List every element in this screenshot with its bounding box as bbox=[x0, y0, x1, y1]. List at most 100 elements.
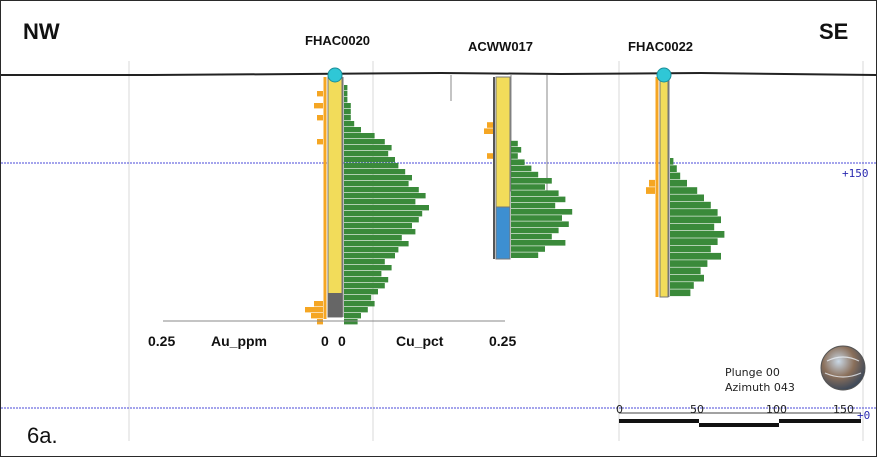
hole-column bbox=[659, 76, 669, 298]
cu-bar bbox=[344, 205, 429, 211]
cu-bar bbox=[344, 283, 385, 289]
cu-bar bbox=[511, 202, 556, 209]
cu-bar bbox=[511, 165, 532, 172]
cu-bar bbox=[670, 238, 718, 245]
cu-bar bbox=[511, 153, 518, 159]
scale-tick-50: 50 bbox=[690, 403, 704, 416]
legend-cu-zero: 0 bbox=[338, 333, 346, 349]
hole-label-acww017: ACWW017 bbox=[468, 39, 533, 54]
cu-bar bbox=[344, 133, 375, 139]
cu-bar bbox=[344, 271, 382, 277]
cu-bar bbox=[344, 247, 399, 253]
cu-bar bbox=[344, 151, 389, 157]
cu-bar bbox=[670, 216, 721, 224]
assay-bars bbox=[484, 122, 573, 258]
cu-bar bbox=[344, 319, 358, 325]
cu-bar bbox=[670, 201, 711, 209]
cu-bar bbox=[344, 157, 395, 163]
cu-bar bbox=[344, 217, 419, 223]
cu-bar bbox=[344, 139, 385, 145]
cu-bar bbox=[344, 163, 399, 169]
legend-au-label: Au_ppm bbox=[211, 333, 267, 349]
cu-bar bbox=[511, 246, 545, 252]
cu-bar bbox=[670, 158, 674, 165]
cu-bar bbox=[344, 127, 361, 133]
cu-bar bbox=[511, 159, 525, 165]
cu-bar bbox=[344, 211, 423, 217]
au-bar bbox=[314, 103, 323, 109]
scale-segment bbox=[699, 423, 779, 427]
scale-tick-150: 150 bbox=[833, 403, 854, 416]
legend-cu-max: 0.25 bbox=[489, 333, 516, 349]
cu-bar bbox=[344, 223, 412, 229]
drillhole-fhac0022 bbox=[646, 67, 725, 298]
legend-au-zero: 0 bbox=[321, 333, 329, 349]
cu-bar bbox=[670, 209, 718, 216]
cu-bar bbox=[344, 229, 416, 235]
figure-label: 6a. bbox=[27, 423, 58, 448]
cu-bar bbox=[511, 184, 545, 190]
cu-bar bbox=[670, 274, 704, 282]
scale-segment bbox=[779, 419, 861, 423]
scale-tick-0: 0 bbox=[616, 403, 623, 416]
cu-bar bbox=[511, 147, 522, 153]
cu-bar bbox=[344, 181, 409, 187]
cu-bar bbox=[344, 199, 416, 205]
cu-bar bbox=[344, 295, 372, 301]
au-bar bbox=[314, 301, 323, 307]
collar-marker bbox=[656, 67, 672, 83]
cu-bar bbox=[344, 109, 351, 115]
cu-bar bbox=[511, 215, 562, 221]
cu-bar bbox=[511, 190, 559, 196]
orientation-globe-icon bbox=[820, 345, 866, 391]
cu-bar bbox=[670, 245, 711, 253]
cu-bar bbox=[344, 241, 409, 247]
cu-bar bbox=[511, 233, 552, 240]
cu-bar bbox=[670, 260, 708, 267]
cu-bar bbox=[344, 313, 361, 319]
drillhole-acww017 bbox=[484, 76, 573, 260]
au-bar bbox=[317, 139, 323, 145]
au-bar bbox=[311, 313, 323, 319]
au-bar bbox=[484, 128, 493, 134]
cu-bar bbox=[511, 171, 539, 178]
cu-bar bbox=[344, 235, 402, 241]
view-azimuth: Azimuth 043 bbox=[725, 381, 795, 394]
au-bar bbox=[646, 187, 655, 194]
legend-cu-label: Cu_pct bbox=[396, 333, 444, 349]
cu-bar bbox=[670, 252, 721, 260]
hole-column-lower bbox=[495, 206, 511, 260]
cu-bar bbox=[344, 253, 395, 259]
cu-bar bbox=[344, 169, 406, 175]
direction-se: SE bbox=[819, 19, 848, 44]
cu-bar bbox=[344, 145, 392, 151]
au-bar bbox=[305, 307, 323, 313]
cu-bar bbox=[344, 121, 355, 127]
cu-bar bbox=[670, 282, 694, 289]
cu-bar bbox=[344, 301, 375, 307]
cu-bar bbox=[344, 115, 351, 121]
assay-bars bbox=[646, 158, 725, 297]
cu-bar bbox=[344, 289, 378, 295]
scale-tick-100: 100 bbox=[766, 403, 787, 416]
cu-bar bbox=[344, 259, 385, 265]
hole-label-fhac0020: FHAC0020 bbox=[305, 33, 370, 48]
cu-bar bbox=[344, 97, 348, 103]
cu-bar bbox=[670, 194, 704, 202]
cu-bar bbox=[344, 103, 351, 109]
cu-bar bbox=[511, 252, 539, 258]
cu-bar bbox=[511, 227, 559, 234]
cu-bar bbox=[670, 172, 681, 180]
cu-bar bbox=[344, 307, 368, 313]
cu-bar bbox=[511, 178, 552, 184]
scale-bar: 0 50 100 150 bbox=[616, 403, 861, 427]
cu-bar bbox=[344, 265, 392, 271]
cu-bar bbox=[344, 187, 419, 193]
cu-bar bbox=[670, 231, 725, 238]
au-bar bbox=[317, 115, 323, 121]
collar-marker bbox=[327, 67, 343, 83]
hole-column bbox=[495, 76, 511, 208]
cu-bar bbox=[344, 175, 412, 181]
drillhole-fhac0020 bbox=[305, 67, 429, 325]
